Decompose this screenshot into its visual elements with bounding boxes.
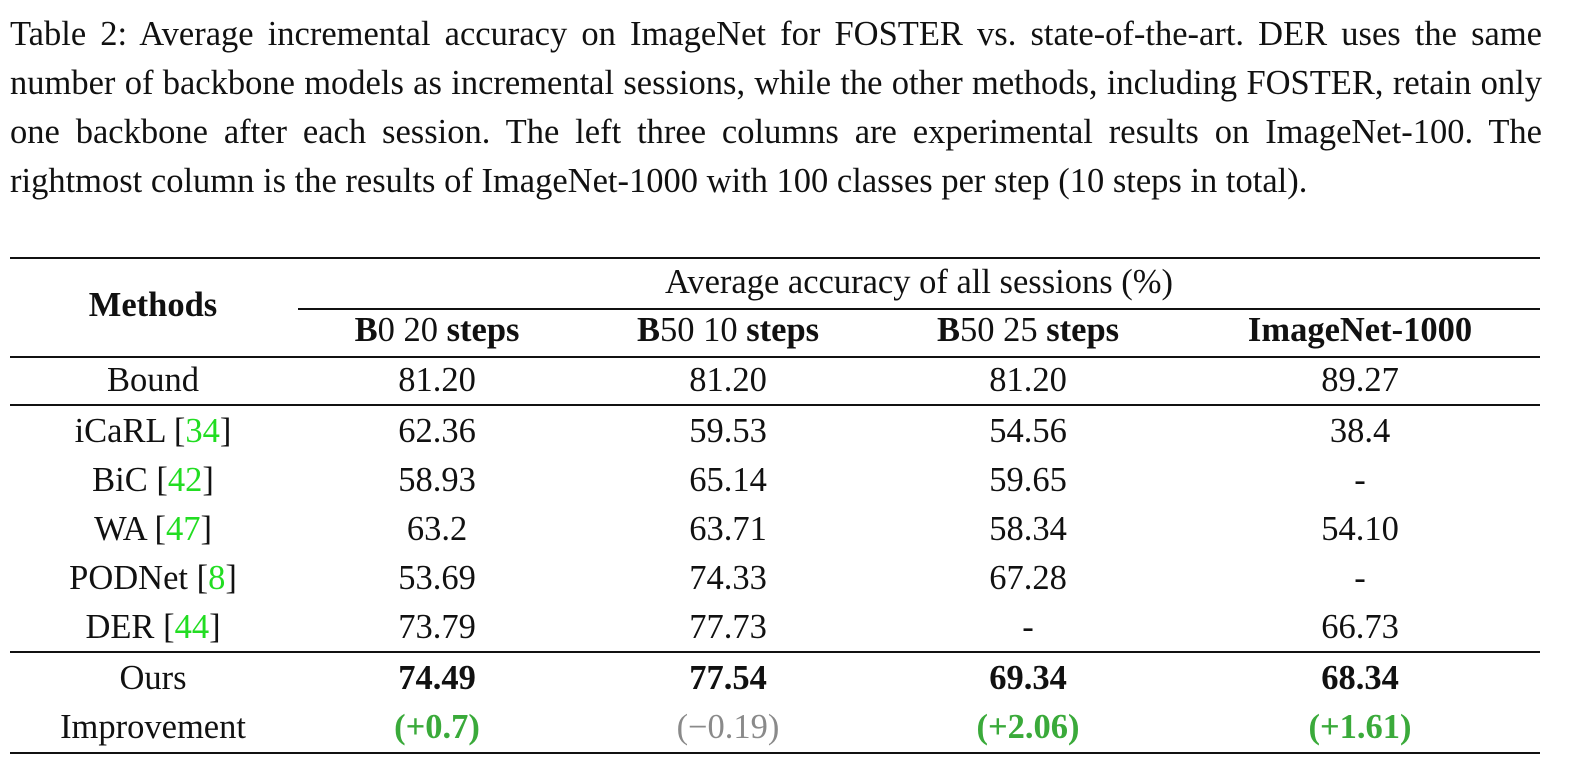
value: 62.36 [398,412,476,450]
citation-bracket: ] [219,412,232,450]
column-header: B50 10 steps [637,310,819,350]
space [148,461,157,499]
column-header: B0 20 steps [355,310,520,350]
header-part: B [354,311,378,349]
citation-bracket: [ [163,608,175,646]
value: 59.65 [989,461,1067,499]
header-part: B [936,311,960,349]
value: 89.27 [1321,361,1399,399]
method: Ours [119,659,187,697]
value: 59.53 [689,412,767,450]
method: WA [94,510,146,548]
column-header: ImageNet-1000 [1248,310,1472,350]
value: 58.93 [398,461,476,499]
methods-header: Methods [88,286,218,324]
improvement-value: (+2.06) [976,708,1080,746]
header-part: 50 25 [959,311,1047,349]
method: Bound [106,361,200,399]
method: PODNet [69,559,188,597]
citation-bracket: ] [225,559,237,597]
citation-ref: 44 [174,608,210,646]
value: 77.54 [689,659,767,697]
citation-ref: 34 [185,412,220,450]
rule [10,257,1540,259]
value: 81.20 [689,361,767,399]
header-part: 0 20 [377,311,447,349]
method: DER [85,608,155,646]
citation-ref: 8 [208,559,226,597]
citation-bracket: ] [209,608,221,646]
citation-bracket: ] [202,461,214,499]
value: - [1354,461,1366,499]
citation-bracket: [ [154,510,166,548]
rule [10,752,1540,754]
citation-bracket: ] [200,510,212,548]
citation-bracket: [ [196,559,209,597]
method-name: Improvement [60,707,246,747]
header-part: B [636,311,660,349]
citation-ref: 47 [165,510,201,548]
method-name: Ours [119,658,186,698]
method-name: DER [44] [85,607,220,647]
value: 74.33 [689,559,767,597]
value: 81.20 [989,361,1067,399]
value: 63.2 [406,510,468,548]
citation-bracket: [ [173,412,186,450]
method: iCaRL [74,412,166,450]
value: - [1022,608,1034,646]
value: 68.34 [1321,659,1399,697]
value: 54.10 [1321,510,1399,548]
method: Improvement [60,708,246,746]
citation-ref: 42 [167,461,203,499]
header-part: steps [446,311,520,349]
rule [10,356,1540,358]
rule [10,651,1540,653]
header-part: 50 10 [659,311,747,349]
improvement-value: (+1.61) [1308,708,1412,746]
caption: Table 2: Average incremental accuracy on… [10,15,1542,200]
method-name: iCaRL [34] [75,411,232,451]
method-name: BiC [42] [92,460,214,500]
citation-bracket: [ [156,461,168,499]
value: 54.56 [989,412,1067,450]
space [154,608,163,646]
value: - [1354,559,1366,597]
value: 65.14 [689,461,767,499]
header-part: steps [746,311,820,349]
value: 63.71 [689,510,767,548]
value: 67.28 [989,559,1067,597]
rule [10,404,1540,406]
improvement-value: (+0.7) [394,708,480,746]
value: 38.4 [1329,412,1391,450]
value: 73.79 [398,608,476,646]
value: 66.73 [1321,608,1399,646]
value: 69.34 [989,659,1067,697]
group-header: Average accuracy of all sessions (%) [665,263,1173,301]
header-part: steps [1046,311,1120,349]
header-part: ImageNet-1000 [1247,311,1473,349]
value: 53.69 [398,559,476,597]
value: 81.20 [398,361,476,399]
improvement-value: (−0.19) [676,708,780,746]
value: 77.73 [689,608,767,646]
column-header: B50 25 steps [937,310,1119,350]
method-name: PODNet [8] [69,558,237,598]
method-name: Bound [107,360,199,400]
method-name: WA [47] [94,509,212,549]
value: 58.34 [989,510,1067,548]
method: BiC [92,461,148,499]
value: 74.49 [398,659,476,697]
rule [298,308,1540,310]
